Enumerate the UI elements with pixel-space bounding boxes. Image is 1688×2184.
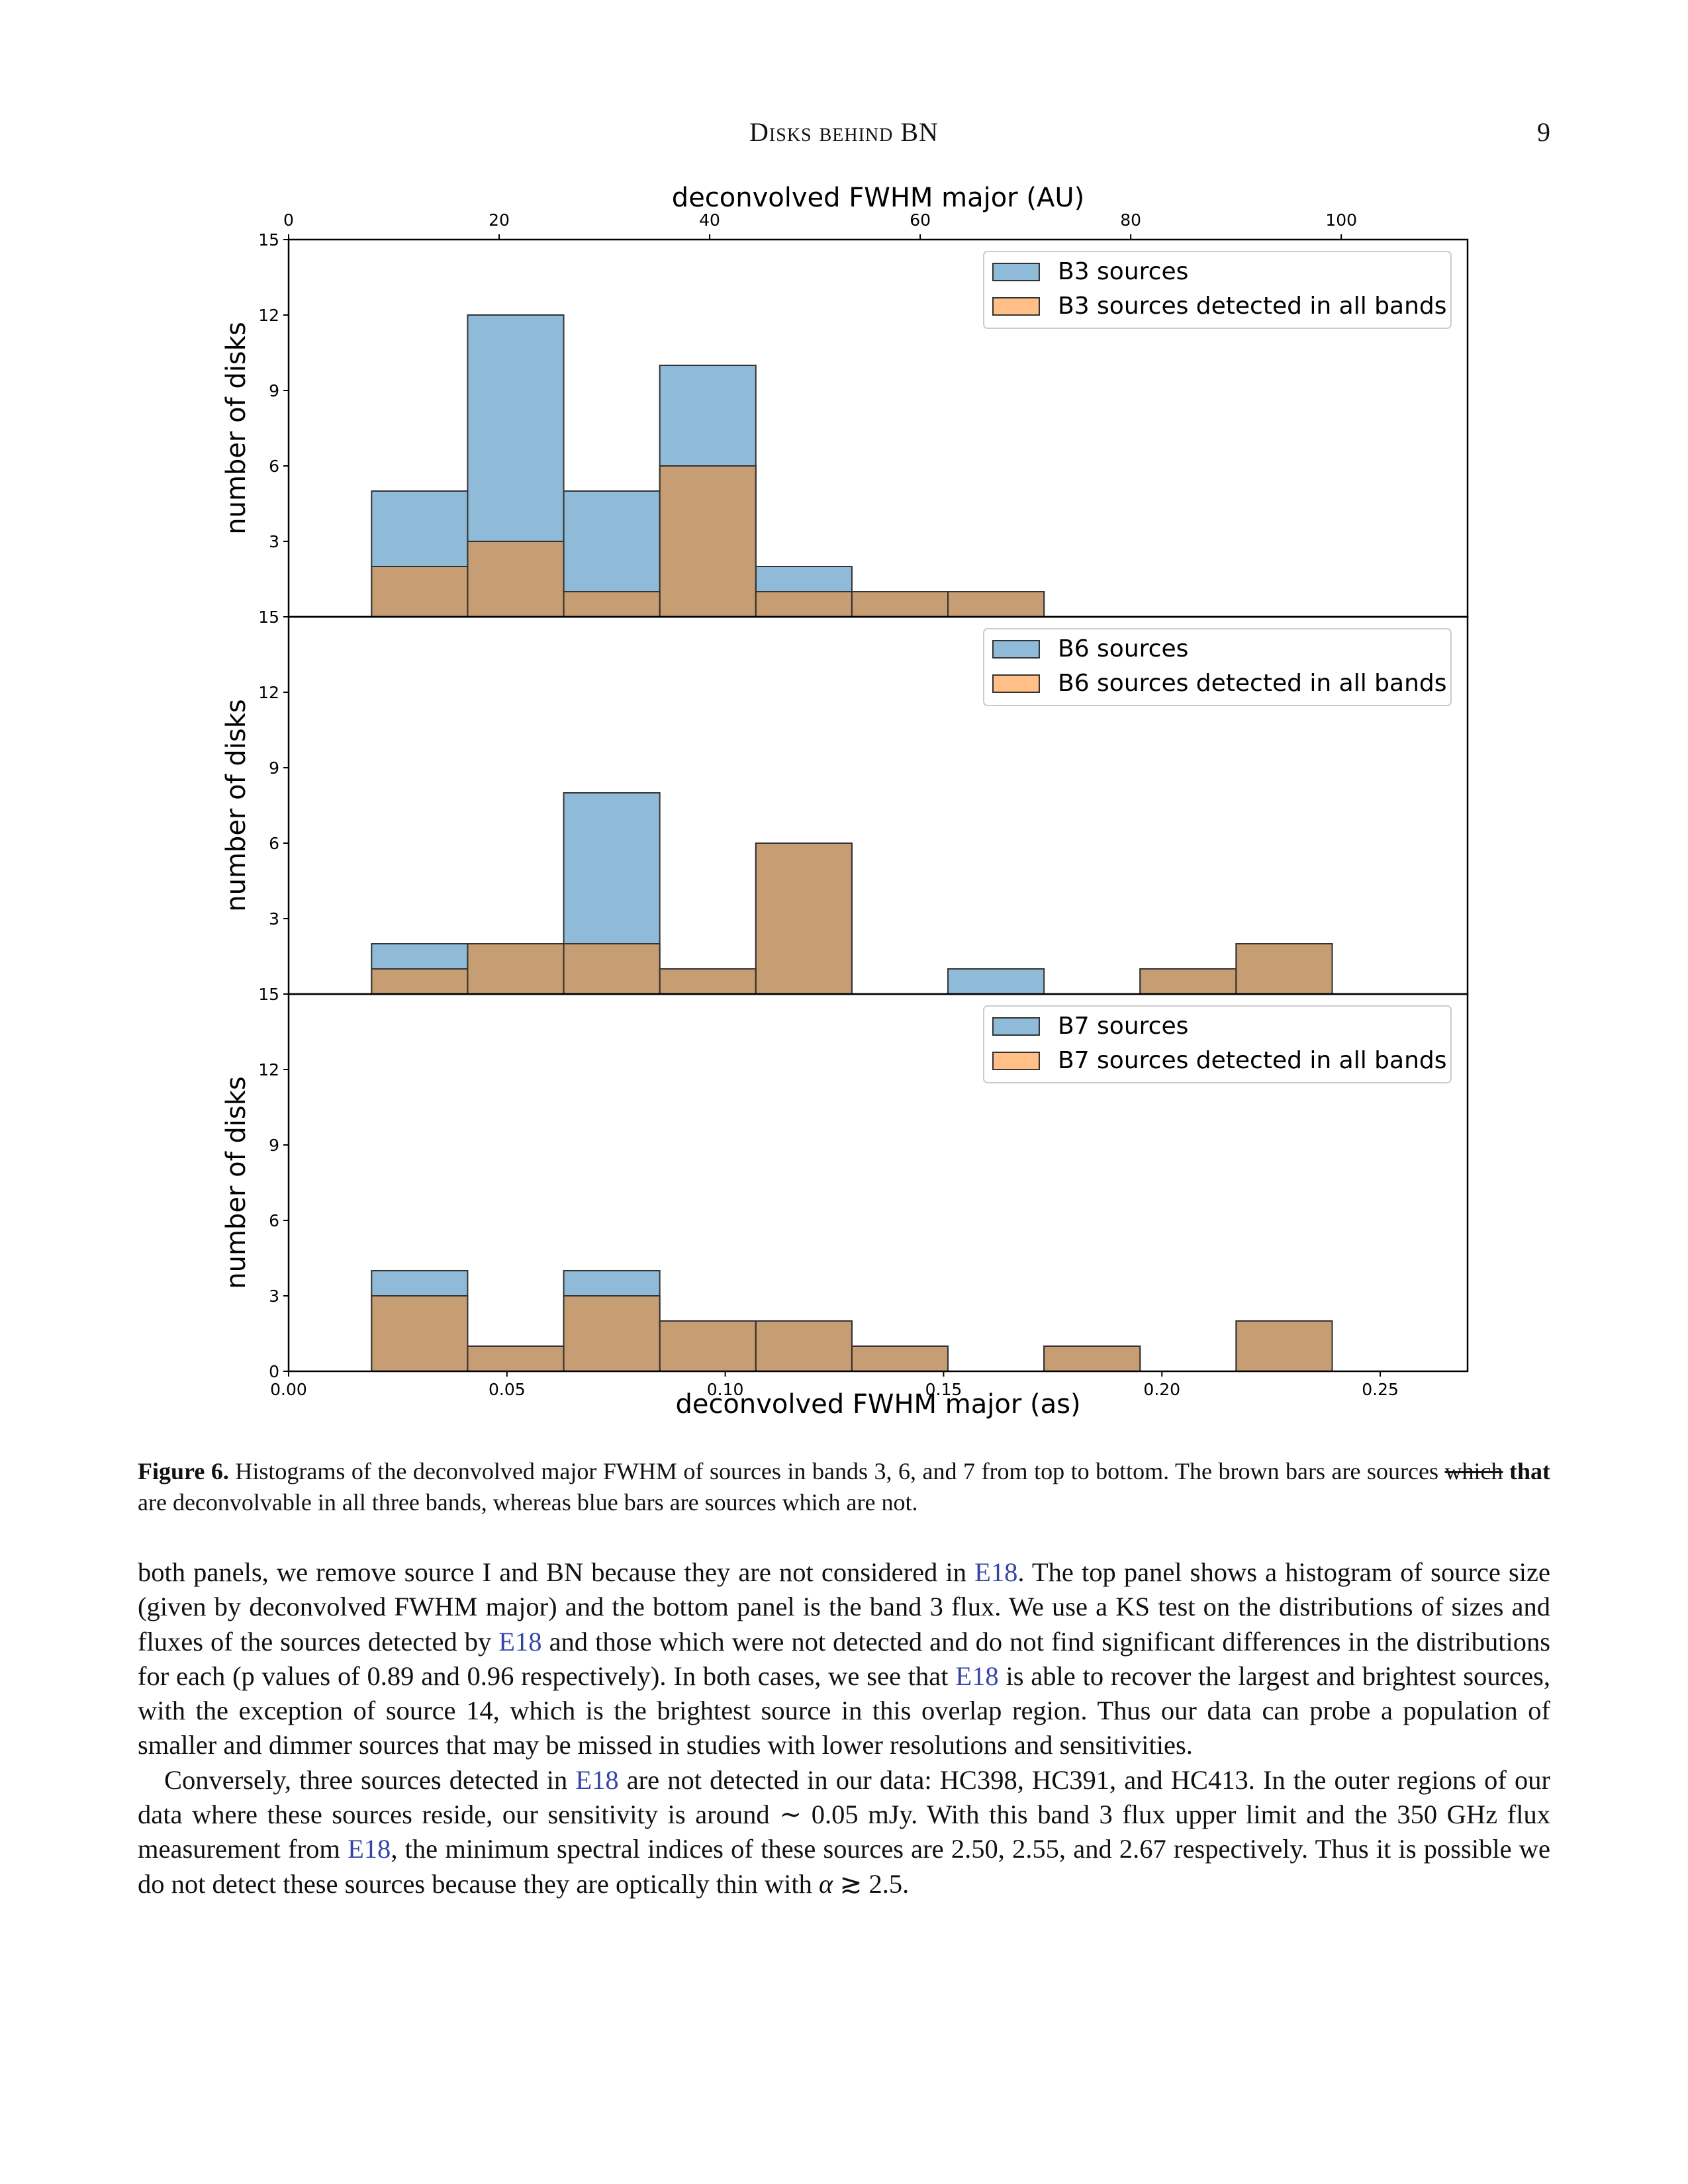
bar-b6-detected — [755, 842, 853, 995]
bar-b7-detected — [467, 1345, 565, 1372]
y-axis-label: number of disks — [221, 322, 252, 534]
histogram-figure: deconvolved FWHM major (AU)0 20 40 60 80 1003… — [221, 183, 1469, 1420]
top-axis-tick-label: 100 — [1325, 210, 1357, 230]
p1-text-b: . The top panel shows a histogram of sou… — [138, 1557, 1550, 1657]
panel-frame-b7 — [287, 993, 1469, 1373]
top-axis-tick-label: 20 — [489, 210, 510, 230]
bar-b6-detected — [659, 968, 757, 995]
p2-text-c: , the minimum spectral indices of these … — [138, 1834, 1550, 1899]
citation-link[interactable]: E18 — [955, 1661, 999, 1691]
bar-b3-detected — [371, 566, 469, 617]
x-tick-label: 0.25 — [1362, 1380, 1399, 1399]
legend-swatch — [992, 640, 1040, 659]
bar-b7-detected — [371, 1295, 469, 1372]
caption-inserted-word: that — [1509, 1458, 1551, 1484]
citation-link[interactable]: E18 — [348, 1834, 391, 1864]
bar-b3-detected — [467, 541, 565, 617]
y-tick-label: 6 — [269, 457, 279, 476]
bar-b7-detected — [1235, 1320, 1333, 1372]
bar-b3-detected — [947, 591, 1045, 617]
legend-label: B3 sources detected in all bands — [1058, 293, 1447, 320]
y-tick-label: 6 — [269, 834, 279, 853]
y-tick-label: 3 — [269, 532, 279, 551]
citation-link[interactable]: E18 — [974, 1557, 1018, 1587]
y-tick-label: 3 — [269, 909, 279, 929]
bar-b7-detected — [755, 1320, 853, 1372]
top-axis-label: deconvolved FWHM major (AU) — [672, 183, 1084, 213]
y-tick-label: 3 — [269, 1287, 279, 1306]
p1-text-c: and those which were not detected and do… — [138, 1626, 1550, 1691]
y-tick-label: 9 — [269, 758, 279, 778]
caption-text-before: Histograms of the deconvolved major FWHM… — [235, 1458, 1445, 1484]
page-number: 9 — [1537, 117, 1550, 147]
p2-text-b: are not detected in our data: HC398, HC3… — [138, 1764, 1550, 1864]
y-tick-label: 9 — [269, 1136, 279, 1155]
legend-label: B3 sources — [1058, 258, 1188, 285]
legend-swatch — [992, 263, 1040, 281]
y-tick-label: 9 — [269, 381, 279, 400]
bar-b7-detected — [659, 1320, 757, 1372]
legend-box — [983, 251, 1452, 329]
x-axis-label: deconvolved FWHM major (as) — [675, 1389, 1080, 1420]
x-tick-label: 0.05 — [489, 1380, 526, 1399]
top-axis-tick-label: 40 — [699, 210, 720, 230]
y-tick-label: 15 — [258, 608, 279, 627]
y-axis-label: number of disks — [221, 1076, 252, 1289]
y-tick-label: 15 — [258, 230, 279, 250]
legend-label: B7 sources — [1058, 1013, 1188, 1040]
figure-caption: Figure 6. Histograms of the deconvolved … — [138, 1456, 1550, 1518]
top-axis-tick-label: 80 — [1120, 210, 1141, 230]
bar-b3-detected — [851, 591, 949, 617]
bar-b6-detected — [467, 943, 565, 995]
bar-b7-detected — [851, 1345, 949, 1372]
caption-struck-word: which — [1444, 1458, 1503, 1484]
legend-swatch — [992, 297, 1040, 316]
p2-text-d: ≳ 2.5. — [833, 1868, 910, 1899]
bar-b7-detected — [563, 1295, 661, 1372]
bar-b6-detected — [563, 943, 661, 995]
alpha-symbol: α — [819, 1868, 833, 1899]
p2-text-a: Conversely, three sources detected in — [164, 1764, 576, 1795]
x-tick-label: 0.15 — [925, 1380, 962, 1399]
body-text: both panels, we remove source I and BN b… — [138, 1555, 1550, 1901]
bar-b3-detected — [659, 465, 757, 617]
y-tick-label: 12 — [258, 1060, 279, 1079]
x-tick-label: 0.00 — [270, 1380, 307, 1399]
legend-label: B7 sources detected in all bands — [1058, 1047, 1447, 1074]
p1-text-d: is able to recover the largest and brigh… — [138, 1661, 1550, 1760]
running-title: Disks behind BN — [749, 117, 939, 147]
legend-swatch — [992, 674, 1040, 693]
citation-link[interactable]: E18 — [498, 1626, 542, 1657]
legend-label: B6 sources detected in all bands — [1058, 670, 1447, 697]
top-axis-tick-label: 0 — [283, 210, 294, 230]
y-tick-label: 12 — [258, 306, 279, 325]
bar-b6-detected — [371, 968, 469, 995]
caption-label: Figure 6. — [138, 1458, 229, 1484]
bar-b6-detected — [1235, 943, 1333, 995]
bar-b7-detected — [1043, 1345, 1141, 1372]
y-tick-label: 0 — [269, 1362, 279, 1381]
citation-link[interactable]: E18 — [575, 1764, 619, 1795]
bar-b6-all — [947, 968, 1045, 995]
paragraph-1: both panels, we remove source I and BN b… — [138, 1555, 1550, 1763]
p1-text-a: both panels, we remove source I and BN b… — [138, 1557, 975, 1587]
bar-b3-detected — [755, 591, 853, 617]
y-tick-label: 12 — [258, 683, 279, 702]
bar-b3-detected — [563, 591, 661, 617]
x-tick-label: 0.20 — [1143, 1380, 1180, 1399]
legend-box — [983, 628, 1452, 706]
bar-b6-detected — [1139, 968, 1237, 995]
top-axis-tick-label: 60 — [910, 210, 931, 230]
x-tick-label: 0.10 — [707, 1380, 744, 1399]
y-axis-label: number of disks — [221, 699, 252, 911]
y-tick-label: 6 — [269, 1211, 279, 1230]
paragraph-2: Conversely, three sources detected in E1… — [138, 1763, 1550, 1901]
legend-swatch — [992, 1017, 1040, 1036]
legend-box — [983, 1005, 1452, 1083]
caption-text-after: are deconvolvable in all three bands, wh… — [138, 1489, 918, 1516]
legend-swatch — [992, 1052, 1040, 1070]
y-tick-label: 15 — [258, 985, 279, 1004]
legend-label: B6 sources — [1058, 635, 1188, 662]
